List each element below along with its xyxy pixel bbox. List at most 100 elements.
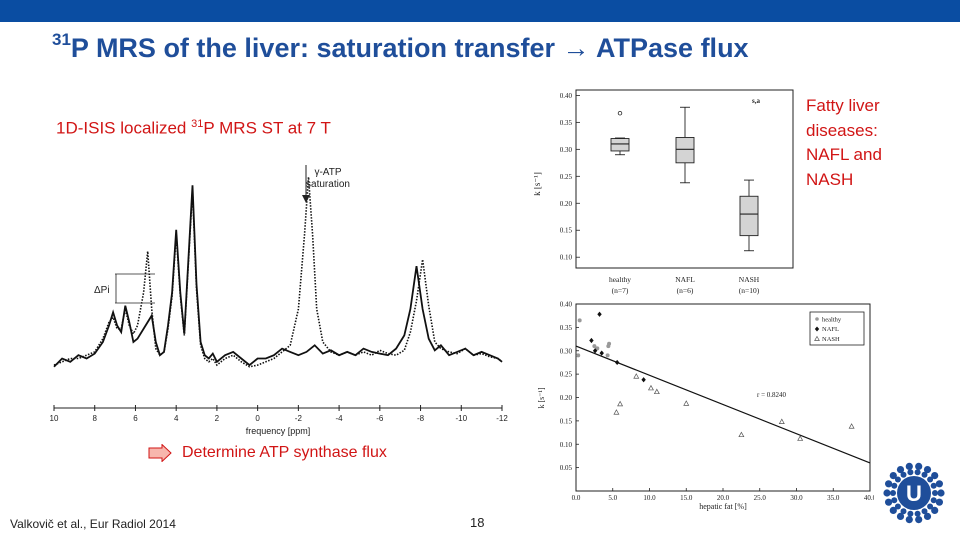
spectrum-series-group xyxy=(53,176,503,368)
box-iqr xyxy=(610,138,630,152)
boxplot-y-tick-label: 0.30 xyxy=(560,146,573,154)
boxplot-y-label: k [s⁻¹] xyxy=(534,172,542,196)
scatter-x-tick-label: 30.0 xyxy=(790,494,803,502)
scatter-y-tick-label: 0.25 xyxy=(560,371,573,379)
scatter-x-tick-label: 0.0 xyxy=(572,494,581,502)
scatter-y-tick-label: 0.35 xyxy=(560,324,573,332)
saturation-label-line2: saturation xyxy=(306,179,350,190)
spectrum-x-tick-label: 6 xyxy=(133,414,138,423)
spectrum-caption: 1D-ISIS localized 31P MRS ST at 7 T xyxy=(56,118,331,139)
scatter-r-annotation: r = 0.8240 xyxy=(757,391,787,399)
scatter-point-nash xyxy=(797,435,804,441)
scatter-point-nash xyxy=(683,400,690,406)
spectrum-x-tick-label: 4 xyxy=(174,414,179,423)
caption-superscript: 31 xyxy=(191,118,204,130)
scatter-point-nash xyxy=(778,418,785,424)
scatter-point-nash xyxy=(613,409,620,415)
spectrum-x-tick-label: 0 xyxy=(255,414,260,423)
scatter-point-nash xyxy=(647,384,654,391)
legend-nafl-marker xyxy=(814,326,820,332)
scatter-x-tick-label: 35.0 xyxy=(827,494,840,502)
scatter-point-healthy xyxy=(607,341,612,346)
spectrum-chart: 10 8 6 4 2 0 -2 -4 -6 -8 -10 -12 frequency [ppm] γ-… xyxy=(50,165,508,436)
header-bar xyxy=(0,0,960,22)
spectrum-tick-group: 10 8 6 4 2 0 -2 -4 -6 -8 -10 -12 xyxy=(50,405,508,423)
scatter-fit-line xyxy=(575,345,871,464)
spectrum-dotted-line xyxy=(53,176,503,368)
scatter-point-nafl xyxy=(614,359,620,366)
scatter-y-tick-label: 0.40 xyxy=(560,301,573,309)
spectrum-x-tick-label: 10 xyxy=(50,414,59,423)
disease-note: Fatty liver diseases: NAFL and NASH xyxy=(806,94,882,192)
spectrum-x-tick-label: -2 xyxy=(295,414,303,423)
scatter-x-tick-label: 10.0 xyxy=(643,494,656,502)
spectrum-x-label: frequency [ppm] xyxy=(246,426,311,436)
legend-healthy-marker xyxy=(815,317,819,321)
box-outlier xyxy=(617,110,623,116)
boxplot-y-tick-label: 0.15 xyxy=(560,227,573,235)
scatter-x-tick-label: 5.0 xyxy=(608,494,617,502)
scatter-point-nafl xyxy=(592,348,598,354)
boxplot-y-tick-label: 0.25 xyxy=(560,173,573,181)
box-group-label: NASH xyxy=(739,275,760,284)
scatter-tick-group: 0.0 5.0 10.0 15.0 20.0 25.0 30.0 35.0 40.0 0.40 0.… xyxy=(560,301,874,503)
scatter-point-nafl xyxy=(599,350,604,356)
boxplot-y-ticks: 0.40 0.35 0.30 0.25 0.20 0.15 0.10 xyxy=(560,92,580,262)
box-iqr xyxy=(675,137,695,164)
caption-post: P MRS ST at 7 T xyxy=(203,118,331,138)
scatter-x-tick-label: 15.0 xyxy=(680,494,693,502)
legend-nash-label: NASH xyxy=(822,336,840,343)
scatter-point-nash xyxy=(738,431,745,438)
scatter-point-healthy xyxy=(595,346,600,351)
spectrum-x-tick-label: 8 xyxy=(93,414,98,423)
box-healthy: healthy (n=7) xyxy=(609,110,631,295)
boxplot-y-tick-label: 0.40 xyxy=(560,92,573,100)
boxplot-chart: 0.40 0.35 0.30 0.25 0.20 0.15 0.10 k [s⁻¹] hea… xyxy=(534,89,794,295)
disease-note-line: Fatty liver xyxy=(806,96,880,115)
saturation-label-line1: γ-ATP xyxy=(314,167,341,178)
scatter-point-healthy xyxy=(605,353,610,358)
spectrum-x-tick-label: -10 xyxy=(455,414,467,423)
scatter-legend: healthy NAFL NASH xyxy=(809,311,865,346)
box-group-n: (n=10) xyxy=(739,286,760,295)
box-group-label: NAFL xyxy=(675,275,695,284)
spectrum-x-tick-label: -8 xyxy=(417,414,425,423)
delta-pi-label: ΔPi xyxy=(94,285,110,296)
spectrum-x-tick-label: -4 xyxy=(336,414,344,423)
scatter-x-tick-label: 20.0 xyxy=(717,494,730,502)
scatter-y-label: k [s⁻¹] xyxy=(537,387,546,408)
citation: Valkovič et al., Eur Radiol 2014 xyxy=(10,517,176,531)
scatter-x-label: hepatic fat [%] xyxy=(699,502,747,511)
scatter-point-healthy xyxy=(577,318,582,323)
scatter-point-nash xyxy=(848,423,855,429)
svg-text:U: U xyxy=(906,481,922,506)
legend-nafl-label: NAFL xyxy=(822,326,839,333)
spectrum-x-tick-label: 2 xyxy=(215,414,220,423)
scatter-point-nash xyxy=(617,400,624,407)
scatter-y-tick-label: 0.30 xyxy=(560,347,573,355)
legend-nash-marker xyxy=(814,335,820,341)
scatter-point-nash xyxy=(653,388,660,395)
boxplot-groups: healthy (n=7) NAFL (n=6) NASH (n=10) xyxy=(609,106,760,295)
disease-note-line: diseases: xyxy=(806,120,878,140)
boxplot-y-tick-label: 0.35 xyxy=(560,119,573,127)
legend-healthy-label: healthy xyxy=(822,317,842,324)
page-number: 18 xyxy=(470,515,485,530)
box-group-label: healthy xyxy=(609,275,631,284)
caption-pre: 1D-ISIS localized xyxy=(56,118,192,138)
disease-note-line: NASH xyxy=(806,169,854,189)
scatter-point-nash xyxy=(633,373,640,379)
scatter-chart: 0.0 5.0 10.0 15.0 20.0 25.0 30.0 35.0 40.0 0.40 0.… xyxy=(537,301,874,512)
scatter-x-tick-label: 40.0 xyxy=(864,494,874,502)
scatter-y-tick-label: 0.10 xyxy=(560,441,573,449)
right-arrow-icon xyxy=(148,444,172,462)
university-logo-icon: U xyxy=(883,462,945,524)
scatter-point-healthy xyxy=(592,344,597,349)
scatter-y-tick-label: 0.20 xyxy=(560,394,573,402)
scatter-y-tick-label: 0.05 xyxy=(560,464,573,472)
box-nash: NASH (n=10) xyxy=(739,179,760,295)
boxplot-y-tick-label: 0.10 xyxy=(560,254,573,262)
title-superscript: 31 xyxy=(52,30,71,49)
box-group-n: (n=7) xyxy=(612,286,629,295)
scatter-point-nafl xyxy=(597,311,602,317)
